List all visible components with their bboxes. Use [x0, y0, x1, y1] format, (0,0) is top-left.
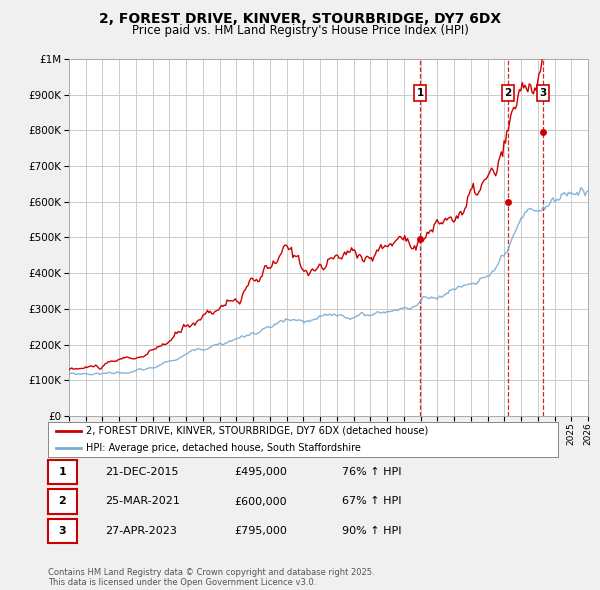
Text: 76% ↑ HPI: 76% ↑ HPI — [342, 467, 401, 477]
Text: 2, FOREST DRIVE, KINVER, STOURBRIDGE, DY7 6DX (detached house): 2, FOREST DRIVE, KINVER, STOURBRIDGE, DY… — [86, 426, 428, 435]
Text: £600,000: £600,000 — [234, 497, 287, 506]
Text: 67% ↑ HPI: 67% ↑ HPI — [342, 497, 401, 506]
Text: Price paid vs. HM Land Registry's House Price Index (HPI): Price paid vs. HM Land Registry's House … — [131, 24, 469, 37]
Text: 2: 2 — [59, 497, 66, 506]
Text: 27-APR-2023: 27-APR-2023 — [105, 526, 177, 536]
Text: HPI: Average price, detached house, South Staffordshire: HPI: Average price, detached house, Sout… — [86, 444, 361, 453]
Text: 90% ↑ HPI: 90% ↑ HPI — [342, 526, 401, 536]
Text: 21-DEC-2015: 21-DEC-2015 — [105, 467, 179, 477]
Text: 3: 3 — [539, 88, 547, 98]
Text: 1: 1 — [416, 88, 424, 98]
Text: Contains HM Land Registry data © Crown copyright and database right 2025.
This d: Contains HM Land Registry data © Crown c… — [48, 568, 374, 587]
Text: 2, FOREST DRIVE, KINVER, STOURBRIDGE, DY7 6DX: 2, FOREST DRIVE, KINVER, STOURBRIDGE, DY… — [99, 12, 501, 26]
Text: £495,000: £495,000 — [234, 467, 287, 477]
Text: 1: 1 — [59, 467, 66, 477]
Text: 2: 2 — [505, 88, 512, 98]
Text: 25-MAR-2021: 25-MAR-2021 — [105, 497, 180, 506]
Text: £795,000: £795,000 — [234, 526, 287, 536]
Text: 3: 3 — [59, 526, 66, 536]
